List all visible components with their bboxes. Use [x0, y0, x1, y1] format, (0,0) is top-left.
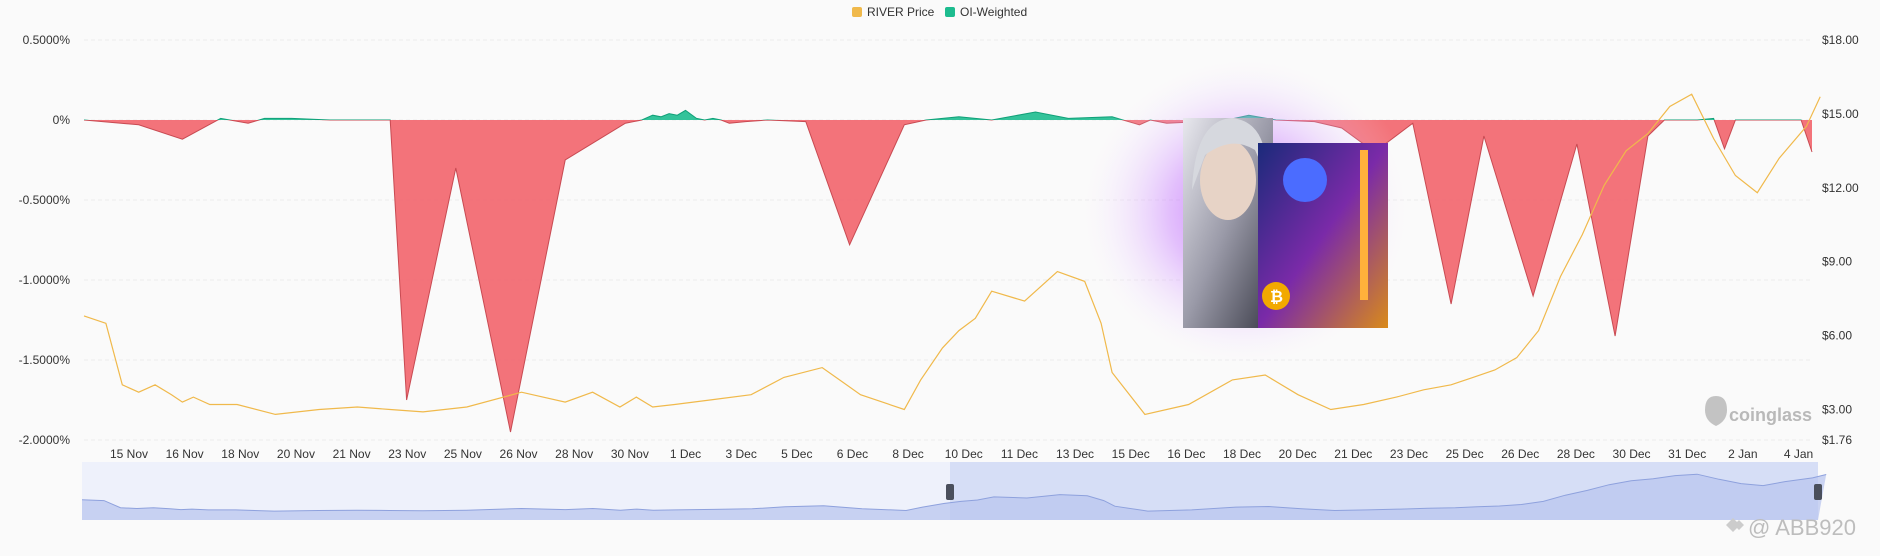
x-tick-label: 8 Dec — [892, 447, 923, 461]
right-y-tick-label: $18.00 — [1822, 33, 1859, 47]
x-tick-label: 25 Dec — [1446, 447, 1484, 461]
right-y-tick-label: $1.76 — [1822, 433, 1852, 447]
navigator-series-area — [82, 474, 1827, 520]
bitcoin-coin-icon — [1262, 282, 1290, 310]
legend-swatch-river-price — [852, 7, 862, 17]
navigator-left-handle[interactable] — [946, 484, 954, 500]
x-tick-label: 20 Nov — [277, 447, 315, 461]
x-tick-label: 4 Jan — [1784, 447, 1813, 461]
x-tick-label: 23 Nov — [388, 447, 426, 461]
promo-artwork-overlay: ₿ — [1075, 52, 1415, 372]
x-tick-label: 5 Dec — [781, 447, 812, 461]
river-price-line — [83, 93, 1821, 416]
left-y-axis: 0.5000% 0% -0.5000% -1.0000% -1.5000% -2.0000… — [19, 33, 71, 447]
x-tick-label: 31 Dec — [1668, 447, 1706, 461]
left-y-tick-label: 0% — [53, 113, 71, 127]
coinglass-wordmark: coinglass — [1729, 405, 1812, 425]
oi-negative-line — [83, 120, 1813, 433]
left-y-tick-label: 0.5000% — [23, 33, 71, 47]
left-y-tick-label: -2.0000% — [19, 433, 71, 447]
x-tick-label: 2 Jan — [1728, 447, 1757, 461]
x-tick-label: 28 Nov — [555, 447, 593, 461]
right-y-tick-label: $9.00 — [1822, 255, 1852, 269]
river-price-series — [83, 93, 1821, 416]
navigator-right-handle[interactable] — [1814, 484, 1822, 500]
x-tick-label: 18 Dec — [1223, 447, 1261, 461]
x-tick-label: 26 Dec — [1501, 447, 1539, 461]
oi-positive-line — [84, 109, 1802, 120]
x-tick-label: 26 Nov — [500, 447, 538, 461]
legend-label-river-price: RIVER Price — [867, 5, 935, 19]
x-axis: 15 Nov 16 Nov 18 Nov 20 Nov 21 Nov 23 Nov 25 N… — [110, 447, 1813, 461]
x-tick-label: 11 Dec — [1001, 447, 1038, 461]
legend-swatch-oi-weighted — [945, 7, 955, 17]
x-tick-label: 28 Dec — [1557, 447, 1595, 461]
x-tick-label: 16 Nov — [166, 447, 204, 461]
credit-text: @ ABB920 — [1748, 515, 1856, 540]
x-tick-label: 25 Nov — [444, 447, 482, 461]
x-tick-label: 13 Dec — [1056, 447, 1094, 461]
x-tick-label: 30 Dec — [1613, 447, 1651, 461]
artwork-portrait-hair — [1192, 118, 1267, 190]
left-y-tick-label: -0.5000% — [19, 193, 71, 207]
x-tick-label: 10 Dec — [945, 447, 983, 461]
coinglass-logo-icon — [1705, 396, 1727, 426]
credit: @ ABB920 — [1726, 515, 1856, 540]
x-tick-label: 3 Dec — [725, 447, 756, 461]
x-tick-label: 15 Nov — [110, 447, 148, 461]
oi-negative-area — [84, 120, 1812, 432]
x-tick-label: 30 Nov — [611, 447, 649, 461]
x-tick-label: 23 Dec — [1390, 447, 1428, 461]
x-tick-label: 18 Nov — [221, 447, 259, 461]
grid-lines — [84, 39, 1812, 441]
coinglass-watermark: coinglass — [1705, 396, 1812, 426]
x-tick-label: 20 Dec — [1279, 447, 1317, 461]
left-y-tick-label: -1.5000% — [19, 353, 71, 367]
x-tick-label: 15 Dec — [1112, 447, 1150, 461]
right-y-tick-label: $15.00 — [1822, 107, 1859, 121]
legend-label-oi-weighted: OI-Weighted — [960, 5, 1027, 19]
oi-weighted-series — [83, 109, 1813, 433]
artwork-portrait-face — [1200, 140, 1256, 220]
weibo-logo-icon — [1726, 518, 1744, 532]
x-tick-label: 1 Dec — [670, 447, 701, 461]
bitcoin-coin-glyph: ₿ — [1270, 288, 1283, 306]
right-y-axis: $18.00 $15.00 $12.00 $9.00 $6.00 $3.00 $1.76 — [1822, 33, 1859, 447]
artwork-helmet — [1283, 158, 1327, 202]
right-y-tick-label: $12.00 — [1822, 181, 1859, 195]
right-y-tick-label: $6.00 — [1822, 329, 1852, 343]
legend: RIVER Price OI-Weighted — [852, 5, 1027, 19]
legend-item-river-price[interactable]: RIVER Price — [852, 5, 935, 19]
legend-item-oi-weighted[interactable]: OI-Weighted — [945, 5, 1027, 19]
left-y-tick-label: -1.0000% — [19, 273, 71, 287]
x-tick-label: 21 Nov — [333, 447, 371, 461]
x-tick-label: 6 Dec — [837, 447, 868, 461]
x-tick-label: 16 Dec — [1167, 447, 1205, 461]
artwork-glow-stripe — [1360, 150, 1368, 300]
navigator-series-line — [81, 473, 1827, 512]
right-y-tick-label: $3.00 — [1822, 402, 1852, 416]
range-navigator[interactable] — [81, 462, 1827, 520]
x-tick-label: 21 Dec — [1334, 447, 1372, 461]
